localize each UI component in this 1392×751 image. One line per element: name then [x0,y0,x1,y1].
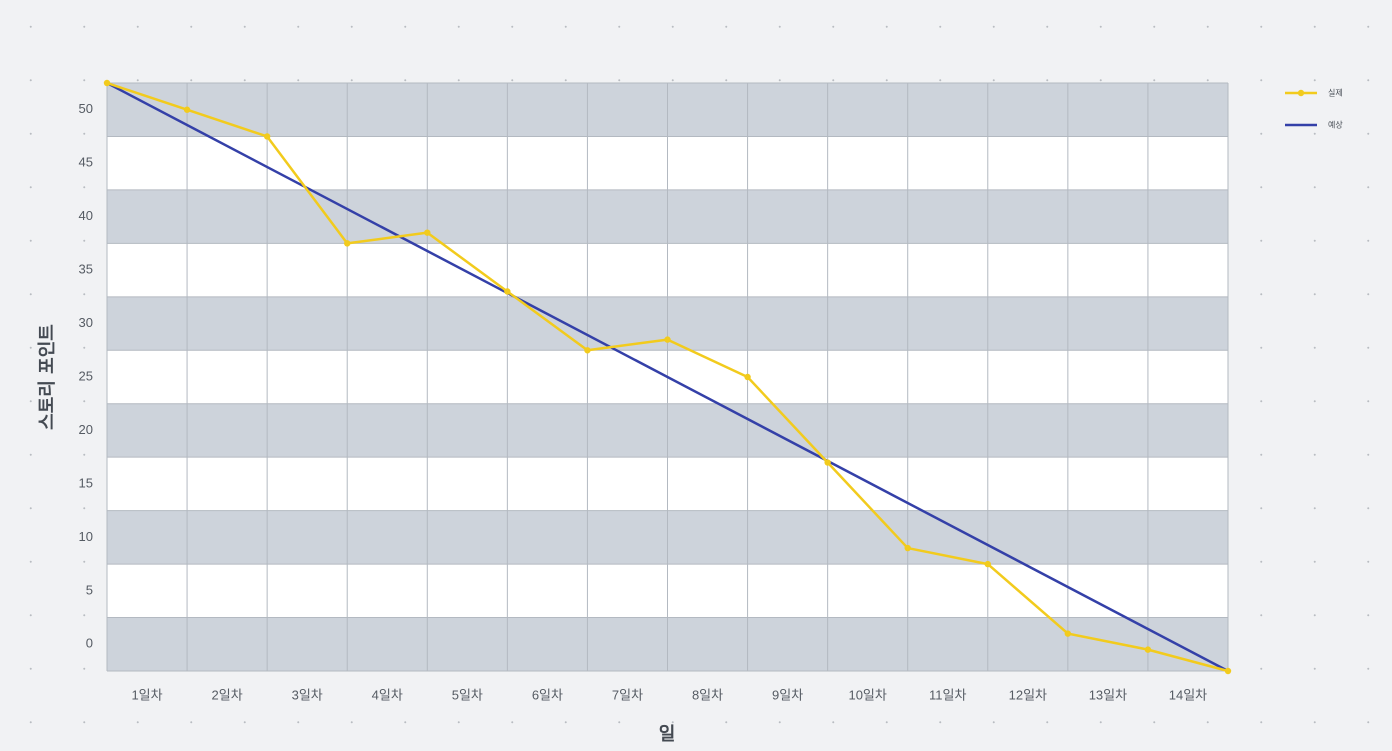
vertical-grid-lines [106,83,1229,671]
x-tick-label: 1일차 [131,687,162,702]
actual-point [824,459,831,466]
y-tick-label: 20 [79,422,93,437]
actual-point [103,79,111,87]
y-tick-label: 5 [86,582,93,597]
legend-marker [1297,89,1305,97]
x-tick-label: 8일차 [692,687,723,702]
x-tick-label: 5일차 [452,687,483,702]
x-axis-tick-labels: 1일차 2일차 3일차 4일차 5일차 6일차 7일차 8일차 9일차 10일차 11일차 12일차 1… [131,687,1207,702]
x-tick-label: 11일차 [929,687,966,702]
legend-label: 실제 [1328,88,1343,98]
x-tick-label: 12일차 [1009,687,1047,702]
x-tick-label: 13일차 [1089,687,1127,702]
actual-point [263,133,271,140]
y-tick-label: 10 [79,529,93,544]
x-tick-label: 9일차 [772,687,803,702]
y-tick-label: 0 [86,636,93,651]
data-series [103,79,1232,675]
x-axis-title: 일 [659,724,676,745]
actual-point [504,288,511,295]
x-tick-label: 14일차 [1169,687,1207,702]
y-tick-label: 15 [79,475,93,490]
legend-label: 예상 [1328,120,1343,130]
actual-point [744,373,751,381]
y-axis-tick-labels: 0 5 10 15 20 25 30 35 40 45 50 [79,101,93,651]
y-tick-label: 30 [79,315,93,330]
actual-point [424,229,431,236]
y-tick-label: 45 [79,155,93,170]
y-axis-title: 스토리 포인트 [37,324,58,430]
actual-point [183,106,191,113]
actual-point [984,560,991,568]
y-tick-label: 50 [79,101,93,116]
actual-point [904,544,911,552]
actual-point [344,240,351,247]
x-tick-label: 10일차 [848,687,886,702]
ideal-line [105,81,1230,673]
x-tick-label: 7일차 [612,687,643,702]
y-tick-label: 25 [79,368,93,383]
x-tick-label: 4일차 [372,687,403,702]
x-tick-label: 2일차 [212,687,243,702]
x-tick-label: 6일차 [532,687,563,702]
actual-point [1144,646,1152,653]
actual-point [664,336,671,343]
y-tick-label: 35 [79,262,93,277]
actual-point [1064,630,1072,637]
actual-point [1224,667,1232,675]
x-tick-label: 3일차 [292,687,323,702]
y-tick-label: 40 [79,208,93,223]
actual-point [584,347,591,354]
